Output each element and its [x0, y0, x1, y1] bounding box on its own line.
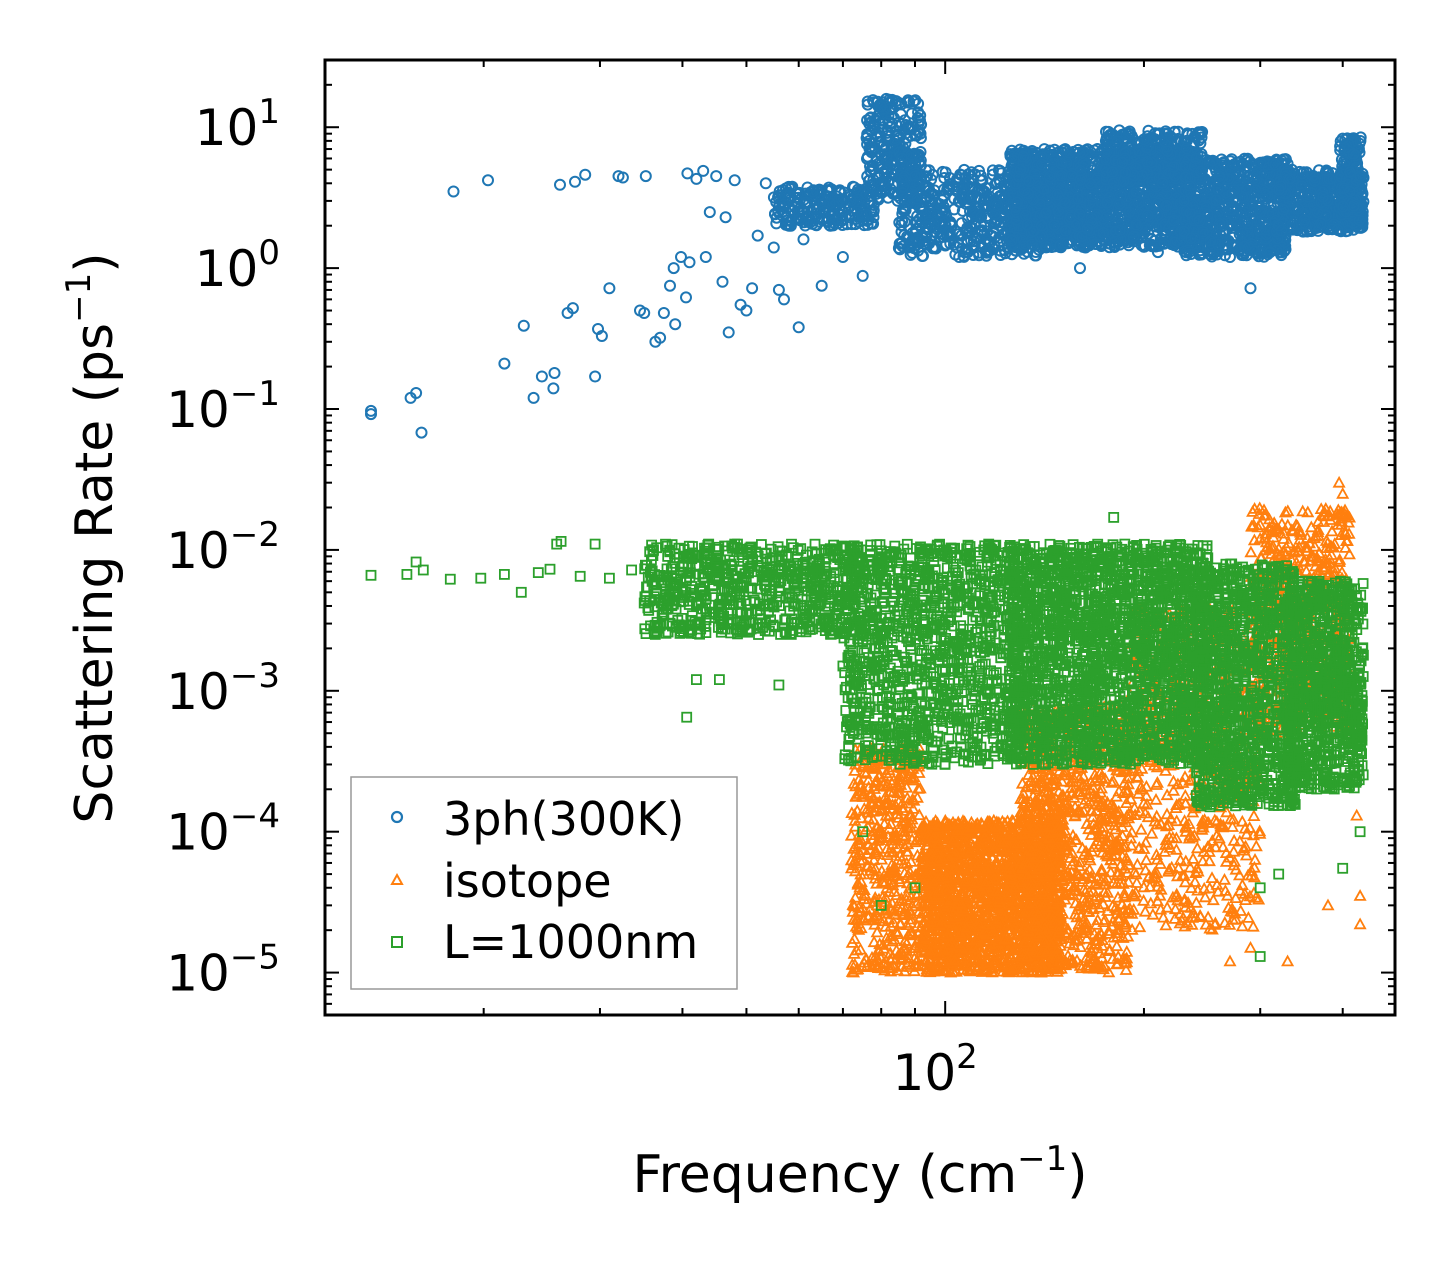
data-point: [734, 298, 747, 311]
data-point: [856, 209, 869, 222]
data-point: [779, 190, 792, 202]
data-point: [809, 218, 822, 231]
data-point: [527, 391, 540, 404]
data-point: [482, 174, 494, 187]
data-point: [498, 357, 511, 370]
data-point: [893, 146, 905, 159]
data-point: [664, 279, 676, 292]
data-point: [836, 251, 849, 263]
data-point: [878, 175, 890, 188]
data-point: [699, 251, 712, 263]
data-point: [914, 132, 927, 145]
data-point: [799, 196, 812, 209]
data-point: [844, 828, 858, 841]
data-point: [914, 127, 927, 140]
data-point: [861, 114, 874, 127]
data-point: [849, 212, 862, 225]
data-point: [841, 218, 853, 231]
data-point: [547, 382, 560, 395]
data-point: [793, 213, 806, 226]
data-point: [554, 178, 566, 191]
data-point: [914, 154, 927, 167]
data-point: [579, 168, 592, 181]
data-point: [914, 114, 926, 127]
data-point: [871, 192, 884, 205]
data-point: [746, 282, 759, 295]
data-point: [680, 291, 692, 304]
data-point: [777, 198, 790, 211]
data-point: [903, 95, 916, 108]
data-point: [849, 218, 862, 231]
data-point: [535, 370, 548, 383]
data-point: [683, 256, 696, 269]
data-point: [657, 307, 670, 319]
data-point: [833, 185, 846, 198]
data-point: [905, 107, 918, 120]
data-point: [569, 175, 581, 188]
data-point: [843, 211, 856, 224]
data-point: [907, 95, 920, 108]
data-point: [710, 170, 723, 183]
data-point: [772, 283, 785, 296]
data-point: [697, 164, 710, 177]
data-point: [792, 321, 805, 334]
data-point: [603, 282, 616, 295]
data-point: [856, 269, 869, 282]
data-point: [824, 197, 836, 210]
data-point: [767, 191, 780, 204]
data-point: [548, 367, 561, 379]
data-point: [719, 211, 732, 224]
data-point: [810, 185, 823, 198]
data-point: [728, 174, 741, 187]
data-point: [778, 207, 791, 220]
data-point: [751, 229, 764, 242]
data-point: [863, 174, 876, 187]
data-point: [864, 140, 877, 153]
data-point: [869, 113, 882, 126]
data-point: [767, 241, 780, 254]
data-point: [722, 326, 735, 339]
data-point: [797, 233, 810, 246]
series-0: [365, 92, 1370, 439]
data-point: [872, 193, 885, 206]
data-point: [818, 205, 831, 218]
data-point: [759, 177, 772, 190]
data-point: [838, 186, 851, 199]
data-point: [740, 304, 753, 317]
data-point: [415, 426, 428, 439]
data-point: [867, 217, 880, 230]
data-point: [639, 170, 652, 183]
data-point: [813, 189, 826, 201]
data-point: [914, 109, 927, 122]
data-point: [778, 293, 790, 306]
data-point: [669, 318, 682, 331]
data-point: [894, 108, 907, 121]
data-point: [517, 319, 530, 332]
data-point: [667, 262, 680, 275]
data-point: [589, 370, 602, 383]
data-point: [813, 215, 826, 228]
plot-points-layer: [365, 92, 1370, 978]
data-point: [703, 206, 716, 219]
data-point: [1244, 282, 1257, 295]
data-point: [883, 102, 896, 115]
data-point: [716, 275, 729, 288]
data-point: [815, 279, 828, 292]
data-point: [876, 124, 889, 136]
data-point: [861, 95, 874, 108]
data-point: [1074, 262, 1086, 275]
data-point: [447, 185, 460, 198]
data-point: [902, 120, 915, 132]
data-point: [786, 180, 799, 193]
